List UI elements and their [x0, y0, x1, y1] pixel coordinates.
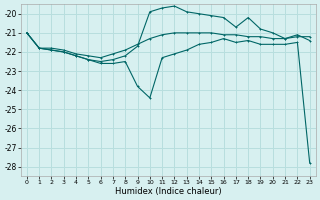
X-axis label: Humidex (Indice chaleur): Humidex (Indice chaleur) [115, 187, 221, 196]
